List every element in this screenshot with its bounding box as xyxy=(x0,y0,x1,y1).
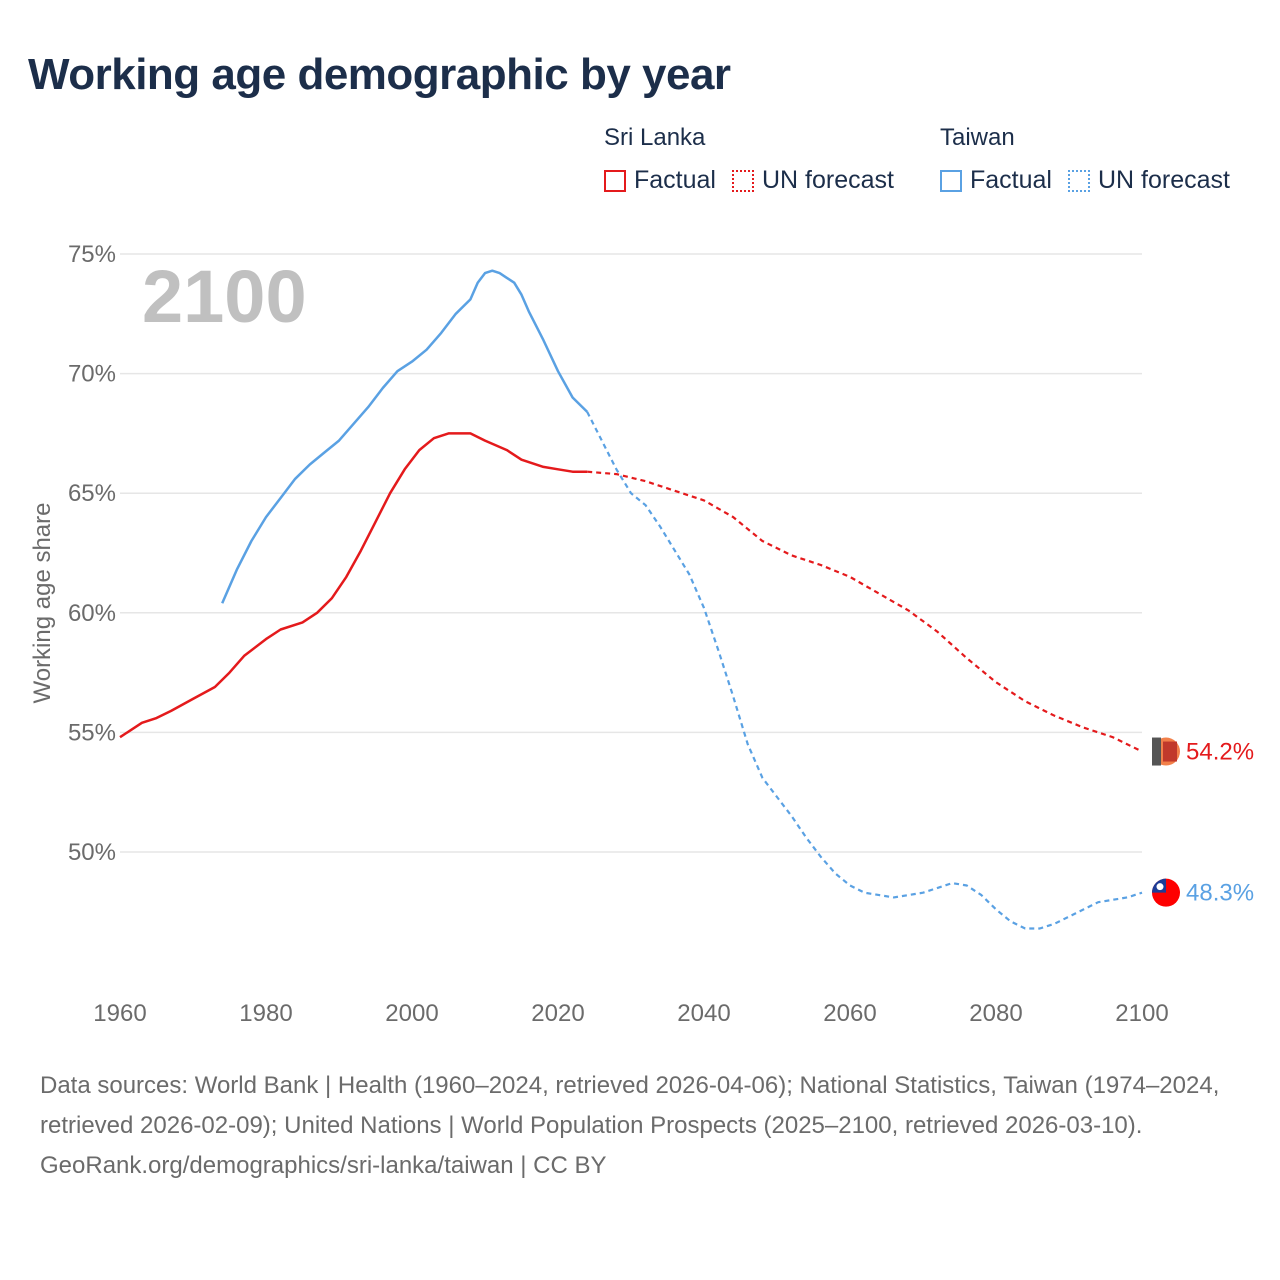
legend-swatch-dotted xyxy=(1067,169,1090,192)
legend-item-sri-lanka-factual[interactable]: Factual xyxy=(604,166,716,195)
legend-label: Factual xyxy=(970,166,1052,194)
x-tick-label: 2020 xyxy=(531,1000,584,1027)
x-tick-label: 2040 xyxy=(677,1000,730,1027)
line-taiwan-forecast[interactable] xyxy=(586,411,1143,930)
taiwan-flag-icon xyxy=(1152,878,1180,907)
end-label-sri-lanka: 54.2% xyxy=(1186,739,1254,766)
legend-swatch-dotted xyxy=(731,169,754,192)
y-tick-label: 70% xyxy=(68,361,116,388)
source-link[interactable]: GeoRank.org/demographics/sri-lanka/taiwa… xyxy=(40,1152,607,1179)
x-tick-label: 1980 xyxy=(239,1000,292,1027)
y-tick-label: 75% xyxy=(68,241,116,268)
x-tick-label: 2100 xyxy=(1115,1000,1168,1027)
y-tick-label: 50% xyxy=(68,839,116,866)
gridlines xyxy=(120,253,1142,853)
legend-item-taiwan-factual[interactable]: Factual xyxy=(940,166,1052,195)
legend-country-taiwan: Taiwan xyxy=(940,124,1015,151)
line-sri-lanka-forecast[interactable] xyxy=(587,470,1143,753)
x-tick-labels: 1960 1980 2000 2020 2040 2060 2080 2100 xyxy=(93,1000,1168,1027)
year-watermark: 2100 xyxy=(142,255,307,338)
data-sources: Data sources: World Bank | Health (1960–… xyxy=(40,1072,1220,1139)
line-chart: 2100 Working age share 50% 55% 60% 65% 70% 75… xyxy=(29,241,1254,1027)
line-taiwan-factual[interactable] xyxy=(221,269,589,604)
y-axis-label: Working age share xyxy=(29,503,56,704)
legend-label: UN forecast xyxy=(1097,166,1230,194)
x-tick-label: 2060 xyxy=(823,1000,876,1027)
end-markers: 54.2% 48.3% xyxy=(1152,737,1254,907)
legend-taiwan: Taiwan Factual UN forecast xyxy=(940,124,1246,195)
legend-swatch-solid xyxy=(604,169,626,192)
y-tick-labels: 50% 55% 60% 65% 70% 75% xyxy=(68,241,116,866)
sri-lanka-flag-icon xyxy=(1152,737,1180,766)
end-label-taiwan: 48.3% xyxy=(1186,880,1254,907)
legend-label: UN forecast xyxy=(761,166,894,194)
legend-item-taiwan-forecast[interactable]: UN forecast xyxy=(1067,166,1230,195)
y-tick-label: 55% xyxy=(68,719,116,746)
x-tick-label: 2080 xyxy=(969,1000,1022,1027)
legend-sri-lanka: Sri Lanka Factual UN forecast xyxy=(604,124,910,195)
footer: Data sources: World Bank | Health (1960–… xyxy=(40,1066,1250,1186)
legend-label: Factual xyxy=(634,166,716,194)
legend-item-sri-lanka-forecast[interactable]: UN forecast xyxy=(731,166,894,195)
series-lines xyxy=(119,269,1143,930)
legend-swatch-solid xyxy=(940,169,962,192)
y-tick-label: 65% xyxy=(68,480,116,507)
line-sri-lanka-factual[interactable] xyxy=(119,432,588,739)
legend-country-sri-lanka: Sri Lanka xyxy=(604,124,706,151)
chart-title: Working age demographic by year xyxy=(28,50,731,99)
y-tick-label: 60% xyxy=(68,600,116,627)
x-tick-label: 1960 xyxy=(93,1000,146,1027)
x-tick-label: 2000 xyxy=(385,1000,438,1027)
